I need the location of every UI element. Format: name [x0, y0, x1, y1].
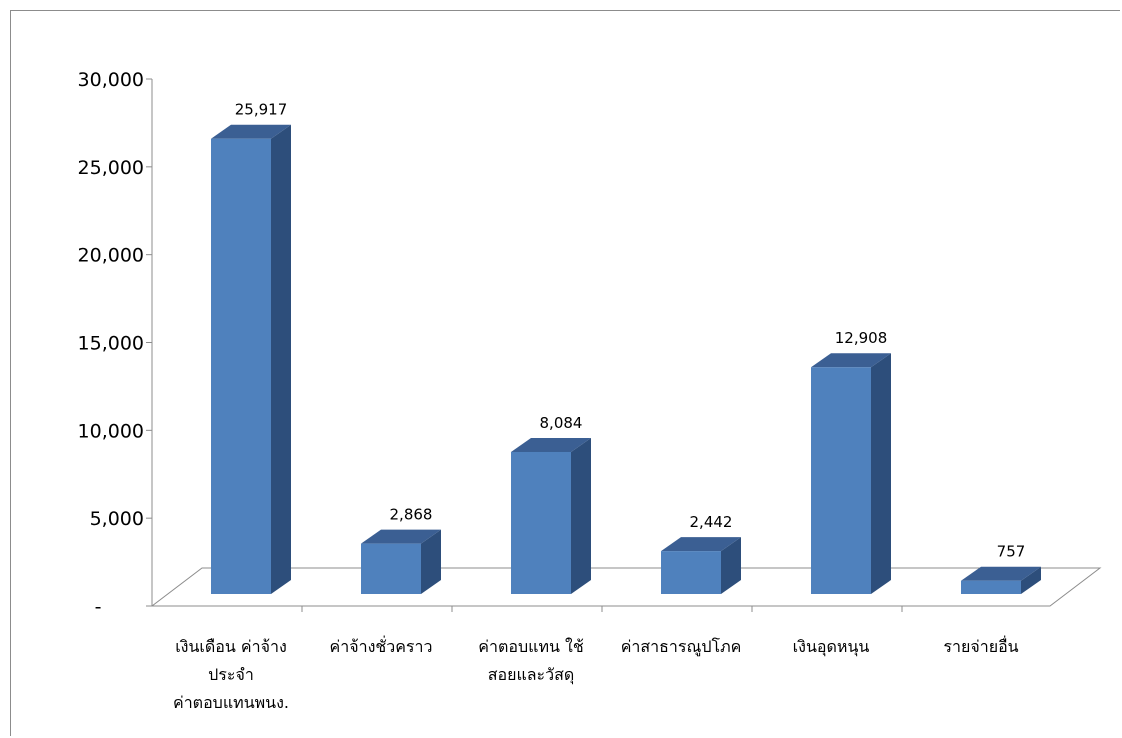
- category-label-line: เงินเดือน ค่าจ้าง: [175, 637, 287, 656]
- bar-top: [361, 529, 441, 544]
- bar: [811, 367, 871, 594]
- y-tick-label: 30,000: [78, 69, 144, 91]
- floor-plane: [150, 567, 1102, 607]
- bar-side: [871, 353, 891, 594]
- bar-top: [661, 537, 741, 552]
- category-label: เงินอุดหนุน: [793, 637, 870, 657]
- y-tick-label: 10,000: [78, 420, 144, 442]
- category-label-line: ค่าจ้างชั่วคราว: [330, 635, 433, 656]
- bar: [661, 551, 721, 594]
- category-label-line: ค่าสาธารณูปโภค: [621, 637, 742, 657]
- category-label: ค่าจ้างชั่วคราว: [330, 635, 433, 656]
- bar-side: [421, 529, 441, 594]
- bar-top: [511, 437, 591, 452]
- category-label-line: ค่าตอบแทน ใช้: [478, 637, 584, 656]
- category-label: รายจ่ายอื่น: [943, 635, 1018, 656]
- y-tick-label: 20,000: [78, 245, 144, 267]
- bar-top: [961, 566, 1041, 581]
- category-label-line: ค่าตอบแทนพนง.: [173, 693, 289, 712]
- category-label-line: ประจำ: [208, 665, 254, 684]
- bar: [361, 543, 421, 594]
- category-label: ค่าสาธารณูปโภค: [621, 637, 742, 657]
- bar-side: [271, 124, 291, 594]
- data-label: 757: [997, 543, 1026, 561]
- category-label-line: เงินอุดหนุน: [793, 637, 870, 657]
- bar-side: [571, 437, 591, 594]
- y-tick-label: 5,000: [90, 508, 144, 530]
- bar-top: [211, 124, 291, 139]
- category-label: ค่าตอบแทน ใช้สอยและวัสดุ: [478, 637, 584, 685]
- data-label: 2,868: [390, 506, 433, 524]
- y-tick-label: -: [95, 596, 102, 618]
- category-label: เงินเดือน ค่าจ้างประจำค่าตอบแทนพนง.: [173, 637, 289, 712]
- bar: [511, 451, 571, 594]
- bar-top: [811, 353, 891, 368]
- bar: [961, 580, 1021, 594]
- category-label-line: สอยและวัสดุ: [488, 665, 575, 685]
- chart-area: [10, 10, 1120, 736]
- category-label-line: รายจ่ายอื่น: [943, 635, 1018, 656]
- y-tick-label: 25,000: [78, 157, 144, 179]
- y-tick-label: 15,000: [78, 333, 144, 355]
- bar-side: [1021, 566, 1041, 594]
- data-label: 12,908: [835, 329, 888, 347]
- bar-side: [721, 537, 741, 594]
- data-label: 8,084: [540, 414, 583, 432]
- bar: [211, 138, 271, 594]
- data-label: 25,917: [235, 101, 288, 119]
- data-label: 2,442: [690, 513, 733, 531]
